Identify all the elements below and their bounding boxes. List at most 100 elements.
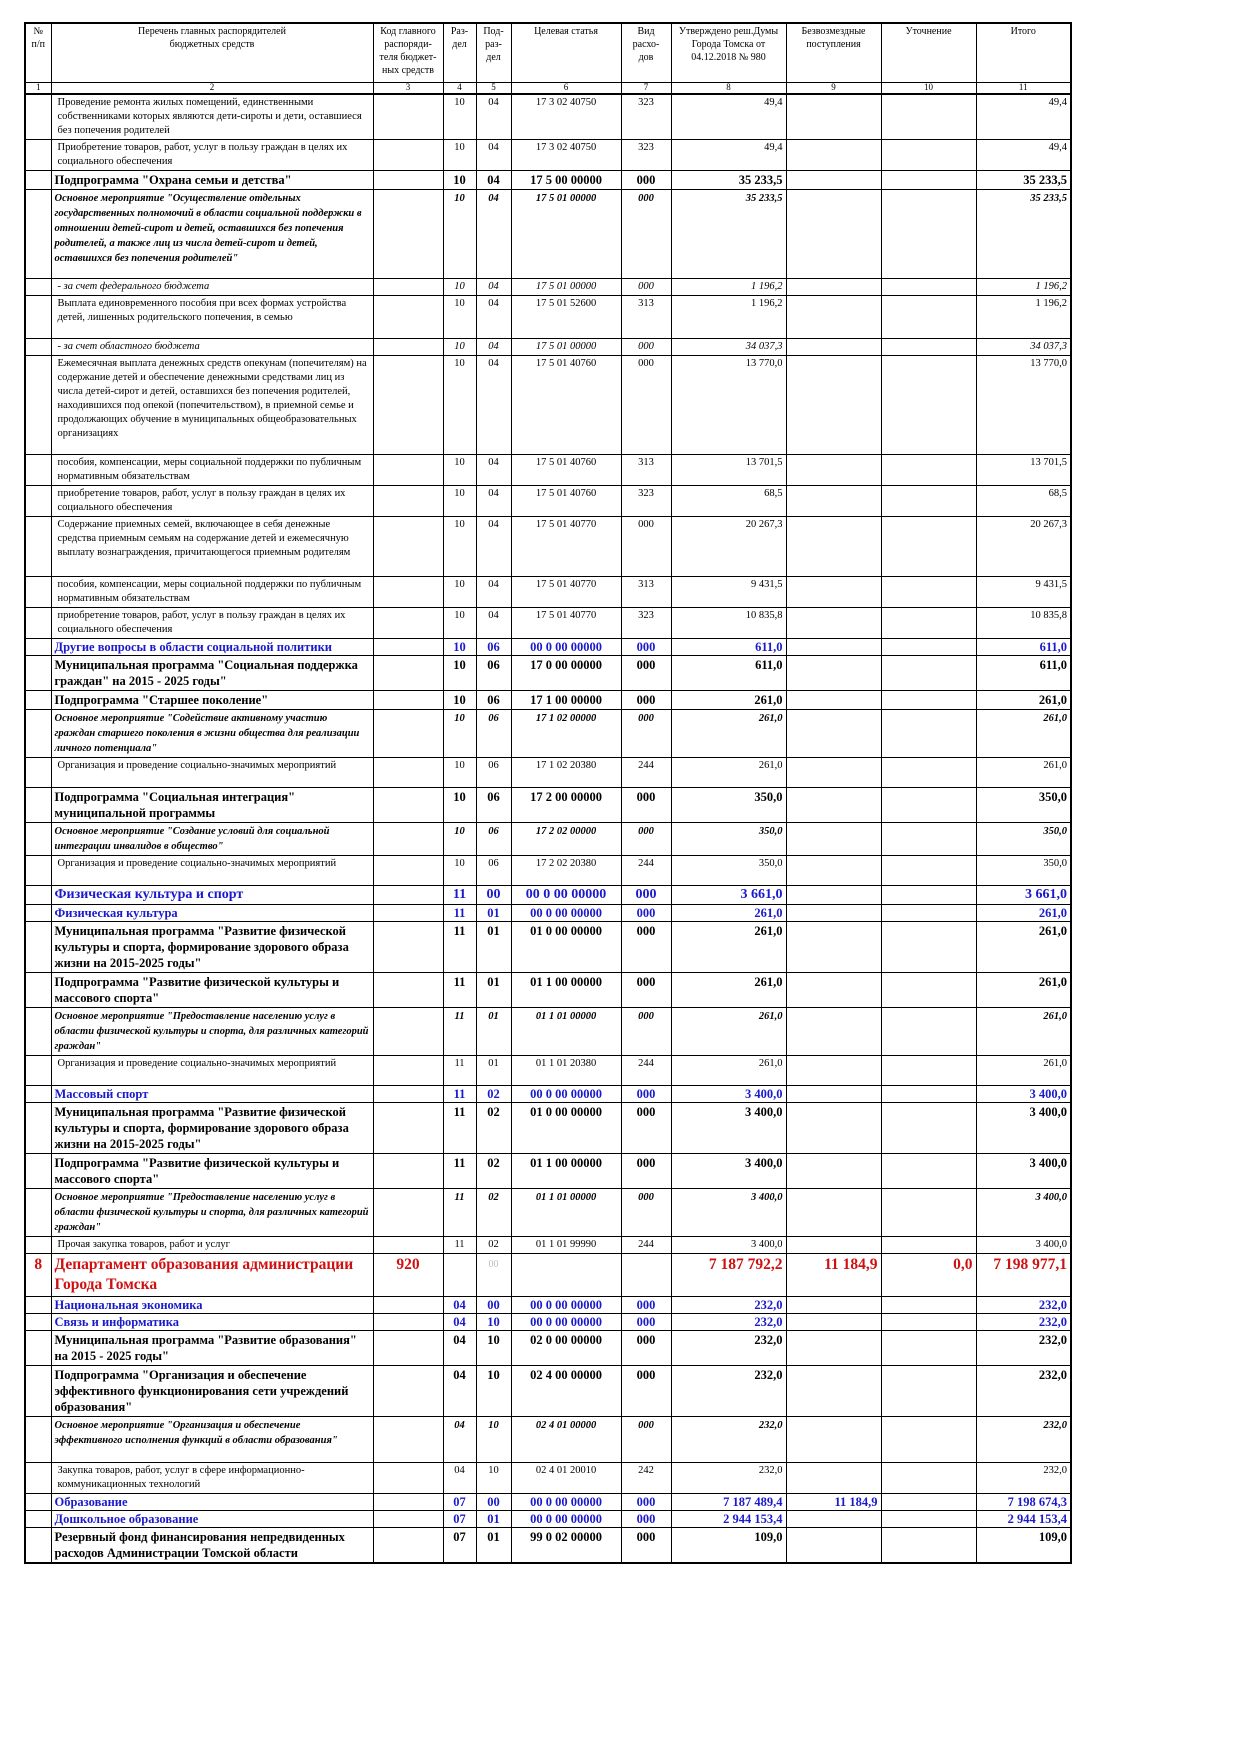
empty-cell (372, 1102, 444, 1154)
empty-cell (785, 1416, 882, 1463)
table-cell: 17 2 02 00000 (510, 822, 622, 856)
empty-cell (785, 607, 882, 639)
empty-cell (880, 338, 977, 356)
empty-cell (372, 485, 444, 517)
empty-cell (24, 855, 52, 886)
empty-cell (372, 1007, 444, 1056)
empty-cell (24, 709, 52, 758)
empty-cell (24, 295, 52, 339)
table-cell: Массовый спорт (50, 1085, 374, 1103)
empty-cell (372, 1493, 444, 1511)
empty-cell (510, 1253, 622, 1297)
table-cell: Содержание приемных семей, включающее в … (50, 516, 374, 577)
empty-cell (785, 709, 882, 758)
table-cell: 68,5 (975, 485, 1072, 517)
table-cell: 9 431,5 (670, 576, 787, 608)
table-cell: Проведение ремонта жилых помещений, един… (50, 93, 374, 140)
table-cell: 261,0 (975, 709, 1072, 758)
column-number: 11 (975, 82, 1072, 95)
table-cell: Основное мероприятие "Предоставление нас… (50, 1007, 374, 1056)
table-cell: приобретение товаров, работ, услуг в пол… (50, 607, 374, 639)
table-cell: 611,0 (975, 638, 1072, 656)
table-cell: 02 0 00 00000 (510, 1330, 622, 1366)
empty-cell (372, 1416, 444, 1463)
table-cell: 0,0 (880, 1253, 977, 1297)
table-cell: 13 770,0 (975, 355, 1072, 455)
empty-cell (880, 855, 977, 886)
table-cell: 8 (24, 1253, 52, 1297)
table-cell: 11 (442, 1102, 477, 1154)
table-cell: 261,0 (975, 757, 1072, 788)
empty-cell (785, 338, 882, 356)
table-cell: 313 (620, 454, 672, 486)
table-row: Подпрограмма "Социальная интеграция" мун… (24, 787, 1072, 823)
empty-cell (880, 576, 977, 608)
table-cell: 04 (475, 607, 512, 639)
table-cell: 00 0 00 00000 (510, 885, 622, 905)
table-cell: 17 5 01 40770 (510, 516, 622, 577)
table-cell: 04 (475, 170, 512, 190)
table-cell: 000 (620, 904, 672, 922)
table-cell: 000 (620, 278, 672, 296)
table-row: Основное мероприятие "Создание условий д… (24, 822, 1072, 856)
table-cell: пособия, компенсации, меры социальной по… (50, 576, 374, 608)
empty-cell (785, 295, 882, 339)
empty-cell (372, 355, 444, 455)
column-number: 9 (785, 82, 882, 95)
table-cell: 000 (620, 1007, 672, 1056)
empty-cell (785, 787, 882, 823)
empty-cell (24, 1462, 52, 1494)
table-cell: 000 (620, 1188, 672, 1237)
empty-cell (785, 904, 882, 922)
table-cell: 01 0 00 00000 (510, 1102, 622, 1154)
empty-cell (24, 607, 52, 639)
empty-cell (880, 295, 977, 339)
table-cell: 10 (442, 516, 477, 577)
empty-cell (24, 1313, 52, 1331)
table-cell: 10 835,8 (975, 607, 1072, 639)
empty-cell (880, 607, 977, 639)
empty-cell (24, 904, 52, 922)
table-cell: Муниципальная программа "Развитие физиче… (50, 921, 374, 973)
table-cell: Дошкольное образование (50, 1510, 374, 1528)
table-cell: 01 (475, 1055, 512, 1086)
table-cell: - за счет федерального бюджета (50, 278, 374, 296)
table-cell: 04 (475, 295, 512, 339)
table-cell: 04 (475, 485, 512, 517)
empty-cell (785, 1510, 882, 1528)
empty-cell (24, 516, 52, 577)
table-cell: 000 (620, 170, 672, 190)
table-row: пособия, компенсации, меры социальной по… (24, 576, 1072, 608)
table-cell: 10 (442, 607, 477, 639)
table-cell: 232,0 (975, 1416, 1072, 1463)
empty-cell (372, 1462, 444, 1494)
table-cell: 00 0 00 00000 (510, 1510, 622, 1528)
table-row: Связь и информатика 04 10 00 0 00 00000 000 2… (24, 1313, 1072, 1331)
table-cell: 35 233,5 (975, 189, 1072, 279)
table-row: Муниципальная программа "Развитие физиче… (24, 921, 1072, 973)
table-cell: 10 (442, 278, 477, 296)
empty-cell (880, 1153, 977, 1189)
table-cell: - за счет областного бюджета (50, 338, 374, 356)
table-cell: 10 (475, 1462, 512, 1494)
table-cell: 611,0 (975, 655, 1072, 691)
table-cell: Прочая закупка товаров, работ и услуг (50, 1236, 374, 1254)
column-number: 3 (372, 82, 444, 95)
empty-cell (24, 690, 52, 710)
table-row: приобретение товаров, работ, услуг в пол… (24, 607, 1072, 639)
table-cell: Основное мероприятие "Организация и обес… (50, 1416, 374, 1463)
empty-cell (372, 93, 444, 140)
table-cell: 00 0 00 00000 (510, 638, 622, 656)
table-cell: 04 (475, 576, 512, 608)
table-cell: 261,0 (975, 690, 1072, 710)
table-cell: 3 400,0 (975, 1236, 1072, 1254)
table-cell: 232,0 (670, 1462, 787, 1494)
empty-cell (372, 1236, 444, 1254)
table-cell: Подпрограмма "Охрана семьи и детства" (50, 170, 374, 190)
table-cell: 350,0 (670, 855, 787, 886)
table-cell: Муниципальная программа "Развитие физиче… (50, 1102, 374, 1154)
empty-cell (785, 1462, 882, 1494)
header-cell: Код главного распоряди- теля бюджет- ных… (372, 22, 444, 83)
table-cell: 2 944 153,4 (670, 1510, 787, 1528)
table-cell: 000 (620, 921, 672, 973)
